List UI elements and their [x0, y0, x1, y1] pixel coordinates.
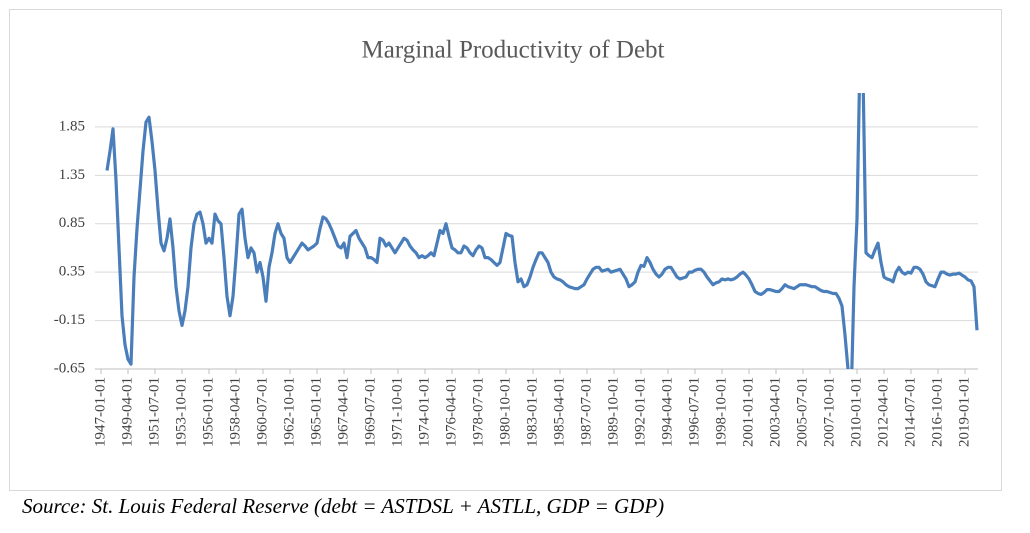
x-tick-label: 1994-04-01: [659, 377, 675, 447]
x-tick-label: 2005-07-01: [794, 377, 810, 447]
x-tick-label: 2003-04-01: [767, 377, 783, 447]
data-line: [105, 93, 979, 369]
y-tick-label: 0.85: [59, 215, 85, 231]
x-tick-label: 2007-10-01: [821, 377, 837, 447]
x-tick-label: 1969-07-01: [362, 377, 378, 447]
source-note: Source: St. Louis Federal Reserve (debt …: [22, 494, 664, 518]
x-tick-label: 1960-07-01: [254, 377, 270, 447]
x-tick-label: 1956-01-01: [200, 377, 216, 447]
x-tick-label: 2012-04-01: [875, 377, 891, 447]
y-tick-label: 1.85: [59, 118, 85, 134]
x-tick-label: 2019-01-01: [956, 377, 972, 447]
x-tick-label: 1962-10-01: [281, 377, 297, 447]
x-tick-label: 1958-04-01: [227, 377, 243, 447]
x-tick-label: 1987-07-01: [578, 377, 594, 447]
x-tick-label: 1953-10-01: [173, 377, 189, 447]
x-tick-label: 1971-10-01: [389, 377, 405, 447]
x-tick-label: 2001-01-01: [740, 377, 756, 447]
x-tick-label: 1974-01-01: [416, 377, 432, 447]
chart-title: Marginal Productivity of Debt: [362, 37, 665, 64]
x-tick-label: 1980-10-01: [497, 377, 513, 447]
x-tick-label: 2014-07-01: [902, 377, 918, 447]
x-tick-label: 1951-07-01: [146, 377, 162, 447]
x-tick-label: 1978-07-01: [470, 377, 486, 447]
x-tick-label: 1985-04-01: [551, 377, 567, 447]
x-tick-label: 1996-07-01: [686, 377, 702, 447]
x-tick-label: 2010-01-01: [848, 377, 864, 447]
x-tick-label: 1949-04-01: [119, 377, 135, 447]
x-tick-label: 1947-01-01: [92, 377, 108, 447]
x-tick-label: 2016-10-01: [929, 377, 945, 447]
y-tick-label: 1.35: [59, 167, 85, 183]
x-tick-label: 1989-10-01: [605, 377, 621, 447]
chart-frame: [9, 9, 1002, 491]
y-tick-label: -0.15: [54, 312, 85, 328]
y-tick-label: 0.35: [59, 264, 85, 280]
x-tick-label: 1983-01-01: [524, 377, 540, 447]
x-tick-label: 1967-04-01: [335, 377, 351, 447]
x-tick-label: 1998-10-01: [713, 377, 729, 447]
x-tick-label: 1965-01-01: [308, 377, 324, 447]
y-tick-label: -0.65: [54, 360, 85, 376]
x-tick-label: 1992-01-01: [632, 377, 648, 447]
x-tick-label: 1976-04-01: [443, 377, 459, 447]
